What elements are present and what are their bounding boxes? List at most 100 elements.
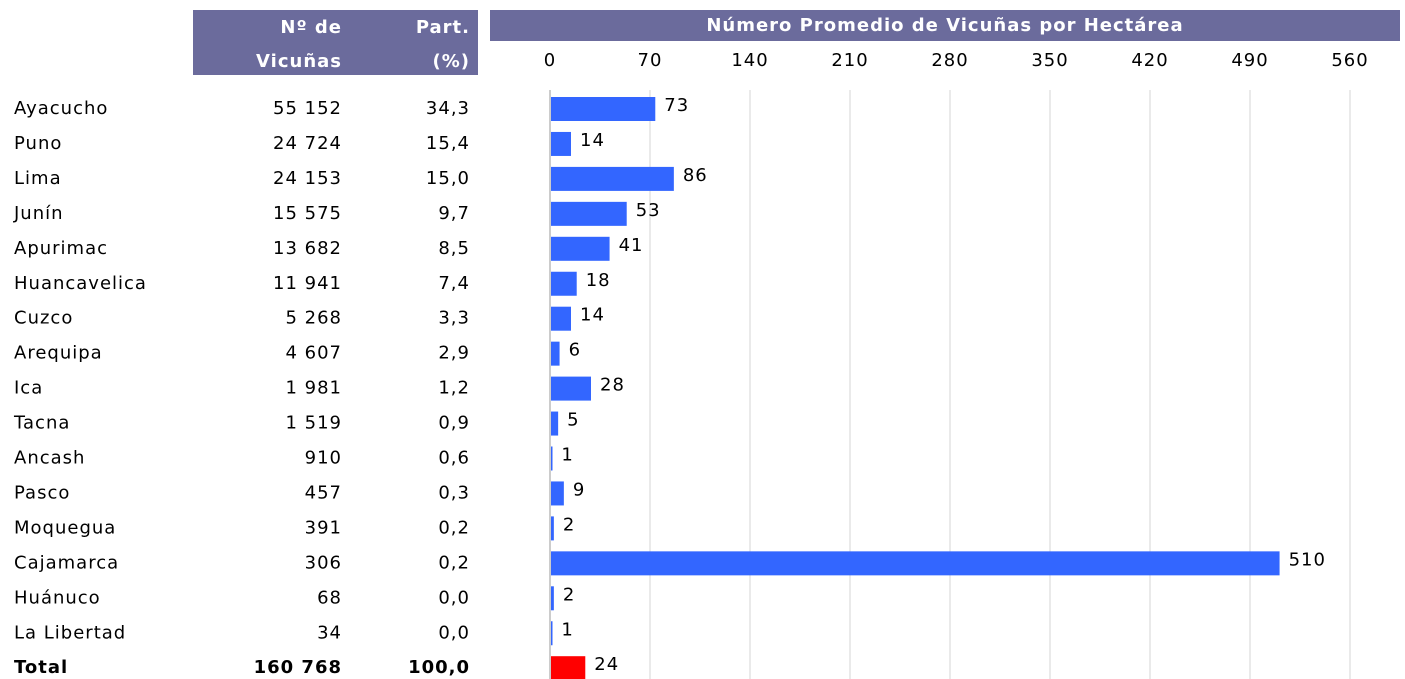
data-label: 28 — [600, 375, 625, 396]
x-tick-label: 280 — [931, 50, 968, 71]
x-tick-label: 140 — [731, 50, 768, 71]
data-label: 2 — [563, 584, 575, 605]
cell-count: 68 — [317, 587, 342, 608]
bar — [551, 271, 577, 296]
row-label: La Libertad — [14, 622, 126, 643]
cell-count: 910 — [305, 448, 342, 469]
row-label: Total — [14, 657, 68, 678]
data-label: 1 — [561, 445, 573, 466]
cell-count: 5 268 — [285, 308, 342, 329]
cell-share: 34,3 — [426, 98, 470, 119]
data-label: 2 — [563, 514, 575, 535]
data-label: 6 — [569, 340, 581, 361]
cell-share: 8,5 — [438, 238, 470, 259]
cell-count: 34 — [317, 622, 342, 643]
x-tick-label: 0 — [544, 50, 556, 71]
row-label: Arequipa — [14, 343, 103, 364]
bar — [551, 551, 1280, 576]
column-header: (%) — [433, 51, 471, 72]
row-label: Puno — [14, 133, 62, 154]
cell-share: 7,4 — [438, 273, 470, 294]
data-label: 41 — [619, 235, 644, 256]
cell-share: 0,0 — [438, 622, 470, 643]
bar — [551, 586, 554, 611]
chart-title-band — [490, 10, 1400, 41]
bar — [551, 131, 571, 156]
bar — [551, 411, 559, 436]
bar — [551, 97, 656, 121]
cell-count: 24 724 — [273, 133, 342, 154]
row-label: Junín — [13, 203, 64, 224]
cell-count: 160 768 — [254, 657, 342, 678]
bar — [551, 516, 554, 541]
row-label: Huánuco — [14, 587, 101, 608]
cell-count: 1 519 — [285, 413, 342, 434]
cell-share: 2,9 — [438, 343, 470, 364]
data-label: 14 — [580, 305, 605, 326]
row-label: Moquegua — [14, 517, 116, 538]
bar — [551, 306, 571, 331]
cell-count: 1 981 — [285, 378, 342, 399]
cell-count: 306 — [305, 552, 342, 573]
row-label: Pasco — [14, 482, 70, 503]
row-label: Apurimac — [14, 238, 108, 259]
x-tick-label: 70 — [638, 50, 663, 71]
cell-share: 0,3 — [438, 482, 470, 503]
data-label: 5 — [567, 410, 579, 431]
row-label: Lima — [14, 168, 62, 189]
row-label: Tacna — [13, 413, 70, 434]
cell-count: 11 941 — [273, 273, 342, 294]
chart-title: Número Promedio de Vicuñas por Hectárea — [706, 15, 1183, 36]
bar — [551, 201, 627, 226]
cell-share: 9,7 — [438, 203, 470, 224]
cell-count: 457 — [305, 482, 342, 503]
cell-share: 3,3 — [438, 308, 470, 329]
cell-share: 15,4 — [426, 133, 470, 154]
cell-share: 0,9 — [438, 413, 470, 434]
data-label: 86 — [683, 165, 708, 186]
x-tick-label: 490 — [1231, 50, 1268, 71]
cell-count: 55 152 — [273, 98, 342, 119]
column-header: Vicuñas — [256, 51, 342, 72]
bar — [551, 376, 591, 401]
data-label: 53 — [636, 200, 661, 221]
row-label: Huancavelica — [14, 273, 147, 294]
cell-count: 13 682 — [273, 238, 342, 259]
cell-count: 4 607 — [285, 343, 342, 364]
cell-share: 0,2 — [438, 552, 470, 573]
data-label: 73 — [664, 95, 689, 116]
bar — [551, 446, 553, 471]
cell-count: 391 — [305, 517, 342, 538]
row-label: Cajamarca — [14, 552, 119, 573]
x-tick-label: 560 — [1331, 50, 1368, 71]
data-label: 510 — [1289, 549, 1326, 570]
x-tick-label: 350 — [1031, 50, 1068, 71]
column-header: Part. — [416, 17, 470, 38]
cell-count: 15 575 — [273, 203, 342, 224]
row-label: Cuzco — [14, 308, 73, 329]
bar — [551, 656, 586, 679]
data-label: 9 — [573, 479, 585, 500]
column-header: Nº de — [280, 17, 342, 38]
data-label: 18 — [586, 270, 611, 291]
cell-share: 15,0 — [426, 168, 470, 189]
data-label: 14 — [580, 130, 605, 151]
cell-count: 24 153 — [273, 168, 342, 189]
cell-share: 0,0 — [438, 587, 470, 608]
bar — [551, 236, 610, 261]
data-label: 1 — [561, 619, 573, 640]
row-label: Ayacucho — [14, 98, 108, 119]
bar — [551, 341, 560, 366]
x-tick-label: 420 — [1131, 50, 1168, 71]
bar — [551, 166, 674, 191]
bar — [551, 481, 564, 506]
cell-share: 1,2 — [438, 378, 470, 399]
row-label: Ancash — [14, 448, 85, 469]
row-label: Ica — [14, 378, 43, 399]
data-label: 24 — [594, 654, 619, 675]
cell-share: 0,6 — [438, 448, 470, 469]
bar — [551, 621, 553, 646]
cell-share: 0,2 — [438, 517, 470, 538]
cell-share: 100,0 — [408, 657, 470, 678]
